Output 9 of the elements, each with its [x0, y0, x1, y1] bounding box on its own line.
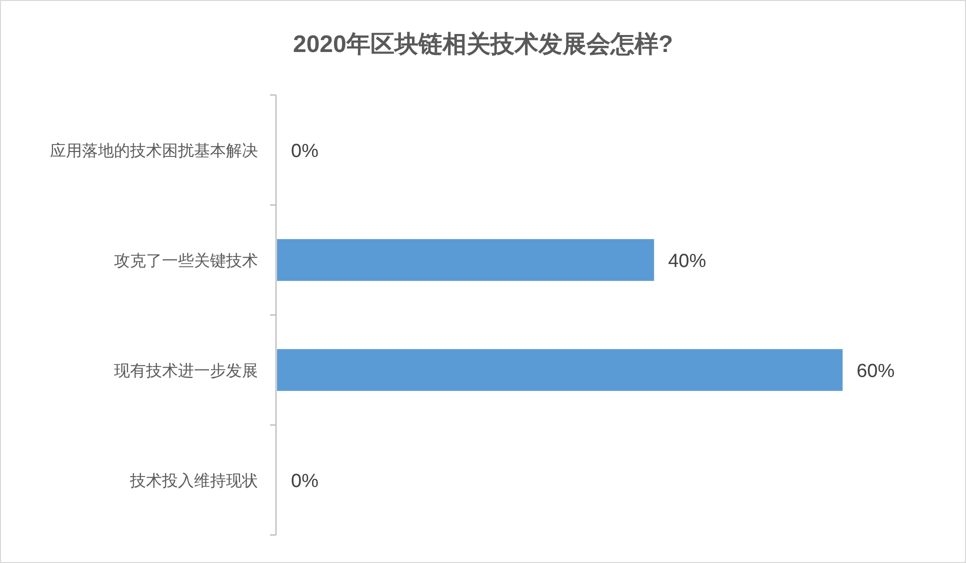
data-label: 0%	[291, 471, 319, 492]
data-label: 40%	[668, 251, 706, 272]
chart-title: 2020年区块链相关技术发展会怎样?	[292, 31, 674, 58]
data-label: 0%	[291, 141, 319, 162]
data-label: 60%	[856, 361, 895, 382]
y-tick-label: 应用落地的技术困扰基本解决	[50, 142, 258, 160]
y-tick-label: 现有技术进一步发展	[114, 362, 258, 380]
y-tick-label: 技术投入维持现状	[129, 472, 258, 490]
y-tick-label: 攻克了一些关键技术	[114, 252, 258, 270]
